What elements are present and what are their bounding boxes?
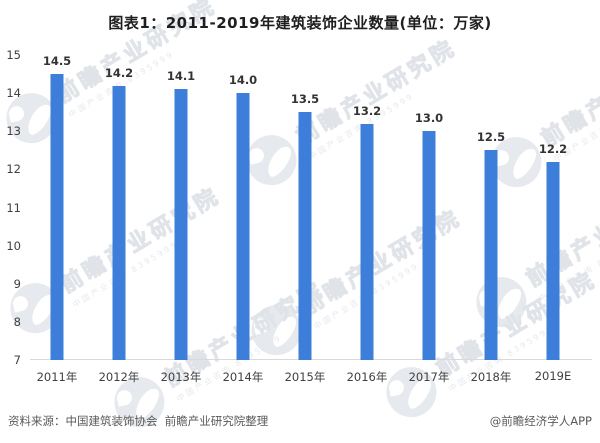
y-axis-tick-label: 15 (6, 48, 21, 62)
y-axis-tick-label: 12 (6, 162, 21, 177)
bar-value-label: 14.2 (104, 65, 134, 80)
bar[interactable] (174, 89, 188, 360)
x-axis-label: 2013年 (160, 370, 202, 384)
bar-group: 14.2 2012年 (88, 55, 150, 385)
footer: 资料来源：中国建筑装饰协会 前瞻产业研究院整理 @前瞻经济学人APP (8, 413, 592, 429)
bar-value-label: 13.5 (290, 92, 320, 107)
x-axis-label: 2019E (534, 369, 572, 383)
y-axis-tick-label: 10 (6, 238, 21, 253)
bar-value-label: 14.1 (166, 69, 196, 84)
bar-value-label: 13.2 (352, 103, 382, 118)
y-axis-tick-label: 11 (6, 200, 21, 215)
bar-group: 14.1 2013年 (150, 55, 212, 384)
y-axis-tick-label: 14 (6, 86, 21, 101)
y-axis-tick-label: 9 (13, 276, 21, 291)
y-axis-tick-label: 13 (6, 124, 21, 139)
bar-value-label: 13.0 (414, 111, 444, 126)
bar[interactable] (422, 131, 436, 360)
bar[interactable] (360, 123, 374, 360)
bar-value-label: 14.0 (228, 73, 258, 88)
bar-value-label: 14.5 (42, 54, 72, 69)
x-axis-label: 2011年 (36, 370, 78, 384)
x-axis-label: 2016年 (346, 370, 388, 384)
bar[interactable] (546, 161, 560, 360)
bar-group: 13.0 2017年 (398, 55, 460, 384)
bar-value-label: 12.2 (538, 141, 568, 156)
bar-group: 13.5 2015年 (274, 55, 336, 384)
x-axis-label: 2018年 (470, 370, 512, 384)
y-axis-tick-label: 7 (13, 353, 21, 367)
bar[interactable] (484, 150, 498, 360)
credit-text: @前瞻经济学人APP (489, 414, 592, 428)
bar-group: 12.2 2019E (522, 55, 584, 383)
chart-title: 图表1：2011-2019年建筑装饰企业数量(单位：万家) (108, 14, 492, 32)
bar[interactable] (298, 112, 312, 360)
bar[interactable] (236, 93, 250, 360)
bar[interactable] (112, 85, 126, 360)
x-axis-label: 2012年 (98, 370, 140, 384)
bar-value-label: 12.5 (476, 130, 506, 145)
bar-group: 13.2 2016年 (336, 55, 398, 384)
bar-group: 14.5 2011年 (26, 54, 88, 384)
x-axis-label: 2017年 (408, 370, 450, 384)
plot-area: 14.5 2011年 14.2 2012年 14.1 2013年 14.0 2014年 13.5… (26, 54, 592, 385)
x-axis-label: 2015年 (284, 370, 326, 384)
x-axis-label: 2014年 (222, 370, 264, 384)
source-text: 资料来源：中国建筑装饰协会 前瞻产业研究院整理 (8, 414, 269, 428)
bar-group: 12.5 2018年 (460, 55, 522, 384)
bar-group: 14.0 2014年 (212, 55, 274, 384)
bar[interactable] (50, 74, 64, 360)
y-axis-tick-label: 8 (13, 314, 21, 329)
